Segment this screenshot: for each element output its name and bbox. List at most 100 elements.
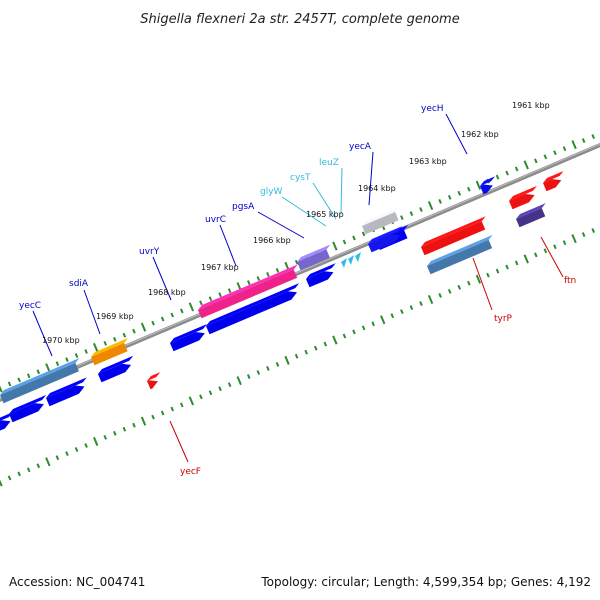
tick-mark <box>457 190 462 196</box>
gene-label-yecH[interactable]: yecH <box>421 104 444 114</box>
gene-label-uvrY[interactable]: uvrY <box>139 247 160 257</box>
trna-glyph[interactable] <box>348 255 354 265</box>
tick-mark <box>427 294 434 305</box>
tick-mark <box>361 231 366 237</box>
feature-sdiA-face <box>91 342 128 366</box>
gene-label-yecC[interactable]: yecC <box>19 301 41 311</box>
leader-yecC <box>32 310 53 357</box>
feature-yecC[interactable] <box>0 358 80 404</box>
feature-red-small-top <box>543 170 564 183</box>
tick-mark <box>495 268 500 274</box>
gene-label-sdiA[interactable]: sdiA <box>69 279 89 289</box>
feature-uvrY[interactable] <box>170 323 208 352</box>
gene-label-tyrP[interactable]: tyrP <box>494 314 513 324</box>
tick-mark <box>304 349 308 355</box>
tick-mark <box>486 272 490 278</box>
feature-edge-lower[interactable] <box>0 412 13 431</box>
tick-mark <box>103 434 108 440</box>
tick-mark <box>409 211 414 217</box>
feature-block-yecA-top <box>368 226 403 244</box>
tick-mark <box>218 386 222 392</box>
feature-uvrC-lower[interactable] <box>206 283 300 335</box>
feature-yecH[interactable] <box>480 176 496 195</box>
feature-yecA[interactable] <box>362 206 400 235</box>
tick-mark <box>256 276 261 281</box>
leader-uvrY <box>152 256 172 301</box>
tick-mark <box>543 154 548 160</box>
feature-yecC-lower-b[interactable] <box>46 377 87 407</box>
tick-mark <box>45 457 51 467</box>
gene-label-yecA[interactable]: yecA <box>349 142 372 152</box>
feature-ftn-top <box>516 203 546 219</box>
tick-mark <box>543 248 548 254</box>
tick-mark <box>180 402 184 408</box>
leader-glyW <box>281 196 327 227</box>
feature-uvrC-lower-top <box>206 283 300 326</box>
tick-mark <box>352 329 356 335</box>
gene-label-cysT[interactable]: cysT <box>290 173 311 183</box>
feature-ftn-upper-top <box>509 185 537 201</box>
feature-ftn[interactable] <box>516 203 546 228</box>
tick-mark <box>74 353 79 358</box>
feature-red-small[interactable] <box>543 170 564 192</box>
tick-mark <box>113 336 117 342</box>
tick-mark <box>553 150 557 156</box>
gene-label-yecF[interactable]: yecF <box>180 467 201 477</box>
feature-tyrP-lower-face <box>427 239 493 275</box>
tick-mark <box>467 280 471 286</box>
feature-sdiA-top <box>91 337 129 357</box>
tick-mark <box>332 241 338 251</box>
feature-yecC-top <box>0 358 80 395</box>
tick-mark <box>514 166 519 172</box>
tick-mark <box>55 455 60 461</box>
feature-pgsA[interactable] <box>297 244 331 271</box>
feature-yecA-top <box>362 206 400 226</box>
feature-sdiA-lower[interactable] <box>98 355 134 383</box>
tick-mark <box>199 394 203 400</box>
feature-pgsA-lower[interactable] <box>306 263 336 288</box>
tick-mark <box>170 312 175 318</box>
tick-label: 1961 kbp <box>512 101 550 110</box>
trna-glyph[interactable] <box>355 252 361 262</box>
tick-mark <box>140 322 147 332</box>
feature-ftn-upper-face <box>509 193 535 210</box>
feature-yecC-lower-a[interactable] <box>9 394 47 423</box>
summary-text: Topology: circular; Length: 4,599,354 bp… <box>260 575 591 589</box>
tick-mark <box>122 332 127 338</box>
feature-tyrP-face <box>421 221 486 256</box>
tick-mark <box>390 313 395 319</box>
feature-tyrP-lower[interactable] <box>427 234 493 275</box>
gene-label-glyW[interactable]: glyW <box>260 187 283 197</box>
tick-mark <box>45 363 51 373</box>
tick-mark <box>514 260 519 266</box>
feature-yecC-lower-b-top <box>46 377 87 398</box>
tick-mark <box>475 274 482 284</box>
feature-uvrC[interactable] <box>198 264 298 319</box>
leader-cysT <box>312 182 337 220</box>
feature-yecF[interactable] <box>147 372 161 390</box>
feature-ftn-upper[interactable] <box>509 185 537 210</box>
tick-mark <box>188 396 195 406</box>
gene-label-pgsA[interactable]: pgsA <box>232 202 255 212</box>
tick-mark <box>447 288 452 294</box>
tick-mark <box>581 138 586 143</box>
tick-mark <box>227 288 232 294</box>
feature-yecF-face <box>147 380 158 390</box>
tick-mark <box>17 471 21 477</box>
feature-uvrC-top <box>198 264 298 310</box>
tick-mark <box>400 215 404 221</box>
tick-mark <box>438 199 442 204</box>
gene-label-ftn[interactable]: ftn <box>564 276 576 286</box>
feature-sdiA[interactable] <box>91 337 129 366</box>
feature-block-yecA-face <box>368 234 401 253</box>
tick-mark <box>284 355 290 365</box>
gene-label-leuZ[interactable]: leuZ <box>319 158 339 168</box>
tick-mark <box>294 259 299 265</box>
tick-mark <box>361 325 366 331</box>
trna-glyph[interactable] <box>341 258 347 268</box>
tick-mark <box>140 416 147 426</box>
gene-label-uvrC[interactable]: uvrC <box>205 215 226 225</box>
feature-block-yecA[interactable] <box>368 226 403 253</box>
feature-tyrP[interactable] <box>421 216 486 256</box>
leader-sdiA <box>83 289 101 335</box>
